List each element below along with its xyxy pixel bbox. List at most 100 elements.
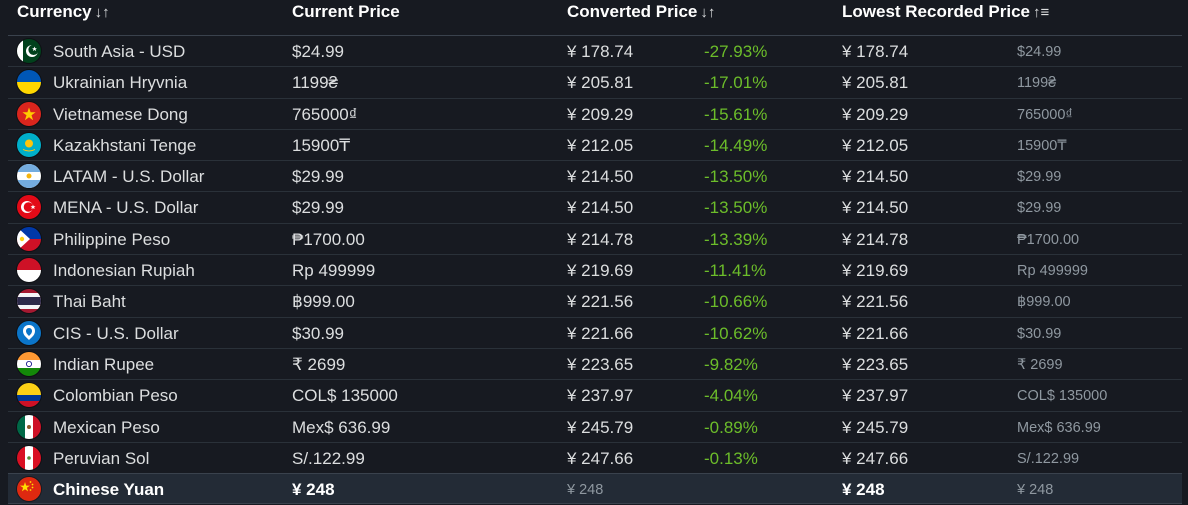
table-row[interactable]: Mexican Peso Mex$ 636.99 ¥ 245.79 -0.89% ¥ 2…: [8, 410, 1182, 442]
thailand-flag-icon: [17, 289, 41, 314]
table-row[interactable]: South Asia - USD $24.99 ¥ 178.74 -27.93% ¥ 1…: [8, 35, 1182, 66]
current-price: 15900₸: [292, 135, 351, 155]
table-row[interactable]: MENA - U.S. Dollar $29.99 ¥ 214.50 -13.50% ¥…: [8, 191, 1182, 222]
current-price: 1199₴: [292, 73, 339, 93]
price-difference: -27.93%: [704, 42, 768, 61]
currency-name: Indian Rupee: [53, 354, 155, 374]
header-converted-price[interactable]: Converted Price ↓↑: [567, 2, 715, 22]
lowest-price: ¥ 245.79: [842, 417, 909, 437]
mexico-flag-icon: [17, 414, 41, 439]
sort-icon[interactable]: ↓↑: [700, 4, 716, 21]
lowest-price: ¥ 214.50: [842, 198, 909, 218]
currency-name: Mexican Peso: [53, 417, 160, 437]
price-difference: -13.50%: [704, 167, 768, 187]
currency-name: Philippine Peso: [53, 229, 171, 249]
peru-flag-icon: [17, 445, 41, 470]
table-row[interactable]: Kazakhstani Tenge 15900₸ ¥ 212.05 -14.49% ¥ …: [8, 128, 1182, 160]
price-difference: -9.82%: [704, 354, 758, 374]
lowest-price: ¥ 214.50: [842, 167, 909, 187]
currency-name: Chinese Yuan: [53, 480, 165, 500]
table-body: South Asia - USD $24.99 ¥ 178.74 -27.93% ¥ 1…: [8, 35, 1182, 505]
turkey-flag-icon: [17, 195, 41, 220]
current-price: 765000₫: [292, 104, 358, 124]
currency-name: South Asia - USD: [53, 42, 186, 61]
price-difference: -4.04%: [704, 386, 758, 406]
converted-price: ¥ 178.74: [567, 42, 634, 61]
price-difference: -17.01%: [704, 73, 768, 93]
lowest-price-original: ₹ 2699: [1017, 356, 1063, 373]
lowest-price: ¥ 212.05: [842, 135, 909, 155]
table-row[interactable]: Vietnamese Dong 765000₫ ¥ 209.29 -15.61% ¥ 2…: [8, 97, 1182, 129]
lowest-price: ¥ 248: [842, 480, 885, 500]
cis-flag-icon: [17, 320, 41, 345]
indonesia-flag-icon: [17, 258, 41, 283]
current-price: S/.122.99: [292, 448, 365, 468]
header-currency-label: Currency: [17, 2, 92, 21]
currency-name: LATAM - U.S. Dollar: [53, 167, 205, 187]
table-row[interactable]: Peruvian Sol S/.122.99 ¥ 247.66 -0.13% ¥ 247…: [8, 441, 1182, 473]
header-current-price[interactable]: Current Price: [292, 2, 400, 22]
currency-name: Vietnamese Dong: [53, 104, 188, 124]
ukraine-flag-icon: [17, 70, 41, 95]
table-row[interactable]: Chinese Yuan ¥ 248 ¥ 248 ¥ 248 ¥ 248: [8, 473, 1182, 505]
lowest-price: ¥ 214.78: [842, 229, 909, 249]
converted-price: ¥ 245.79: [567, 417, 634, 437]
currency-name: Colombian Peso: [53, 386, 178, 406]
lowest-price-original: $30.99: [1017, 325, 1062, 342]
price-difference: -13.50%: [704, 198, 768, 218]
price-difference: -15.61%: [704, 104, 768, 124]
header-lowest-price[interactable]: Lowest Recorded Price ↑≡: [842, 2, 1049, 22]
converted-price: ¥ 214.50: [567, 198, 634, 218]
lowest-price-original: 765000₫: [1017, 106, 1073, 123]
lowest-price: ¥ 247.66: [842, 448, 909, 468]
price-difference: -10.66%: [704, 292, 768, 312]
sort-ascending-icon[interactable]: ↑≡: [1033, 4, 1050, 21]
converted-price: ¥ 214.78: [567, 229, 634, 249]
currency-name: Kazakhstani Tenge: [53, 135, 197, 155]
price-difference: -10.62%: [704, 323, 768, 343]
pakistan-flag-icon: [17, 39, 41, 63]
philippines-flag-icon: [17, 226, 41, 251]
lowest-price: ¥ 221.56: [842, 292, 909, 312]
table-row[interactable]: Indian Rupee ₹ 2699 ¥ 223.65 -9.82% ¥ 223.65…: [8, 347, 1182, 379]
price-difference: -14.49%: [704, 135, 768, 155]
lowest-price: ¥ 205.81: [842, 73, 909, 93]
table-row[interactable]: CIS - U.S. Dollar $30.99 ¥ 221.66 -10.62% ¥ …: [8, 316, 1182, 348]
header-currency[interactable]: Currency ↓↑: [17, 2, 110, 22]
currency-name: Ukrainian Hryvnia: [53, 73, 188, 93]
lowest-price-original: ฿999.00: [1017, 294, 1071, 311]
lowest-price-original: $24.99: [1017, 44, 1062, 60]
currency-name: Peruvian Sol: [53, 448, 150, 468]
converted-price: ¥ 221.66: [567, 323, 634, 343]
table-row[interactable]: Indonesian Rupiah Rp 499999 ¥ 219.69 -11.41…: [8, 254, 1182, 285]
current-price: $29.99: [292, 198, 344, 218]
current-price: ฿999.00: [292, 292, 355, 312]
table-row[interactable]: Colombian Peso COL$ 135000 ¥ 237.97 -4.04% ¥…: [8, 379, 1182, 410]
lowest-price: ¥ 223.65: [842, 354, 909, 374]
table-header: Currency ↓↑ Current Price Converted Price…: [0, 0, 1188, 28]
converted-price: ¥ 214.50: [567, 167, 634, 187]
sort-icon[interactable]: ↓↑: [94, 4, 110, 21]
table-row[interactable]: Ukrainian Hryvnia 1199₴ ¥ 205.81 -17.01% ¥ 2…: [8, 66, 1182, 97]
current-price: ₹ 2699: [292, 354, 346, 374]
current-price: $24.99: [292, 42, 344, 61]
lowest-price-original: 1199₴: [1017, 75, 1057, 92]
table-row[interactable]: Philippine Peso ₱1700.00 ¥ 214.78 -13.39% ¥ …: [8, 222, 1182, 254]
converted-price: ¥ 219.69: [567, 261, 634, 281]
lowest-price: ¥ 237.97: [842, 386, 909, 406]
table-row[interactable]: Thai Baht ฿999.00 ¥ 221.56 -10.66% ¥ 221.56 ฿…: [8, 285, 1182, 316]
converted-price: ¥ 205.81: [567, 73, 634, 93]
argentina-flag-icon: [17, 164, 41, 189]
header-converted-price-label: Converted Price: [567, 2, 698, 21]
lowest-price-original: Rp 499999: [1017, 263, 1088, 280]
current-price: Rp 499999: [292, 261, 376, 281]
price-difference: -0.89%: [704, 417, 758, 437]
current-price: $30.99: [292, 323, 344, 343]
header-current-price-label: Current Price: [292, 2, 400, 21]
lowest-price-original: 15900₸: [1017, 137, 1067, 154]
table-row[interactable]: LATAM - U.S. Dollar $29.99 ¥ 214.50 -13.50%…: [8, 160, 1182, 191]
lowest-price: ¥ 221.66: [842, 323, 909, 343]
converted-price: ¥ 212.05: [567, 135, 634, 155]
lowest-price-original: $29.99: [1017, 200, 1062, 217]
